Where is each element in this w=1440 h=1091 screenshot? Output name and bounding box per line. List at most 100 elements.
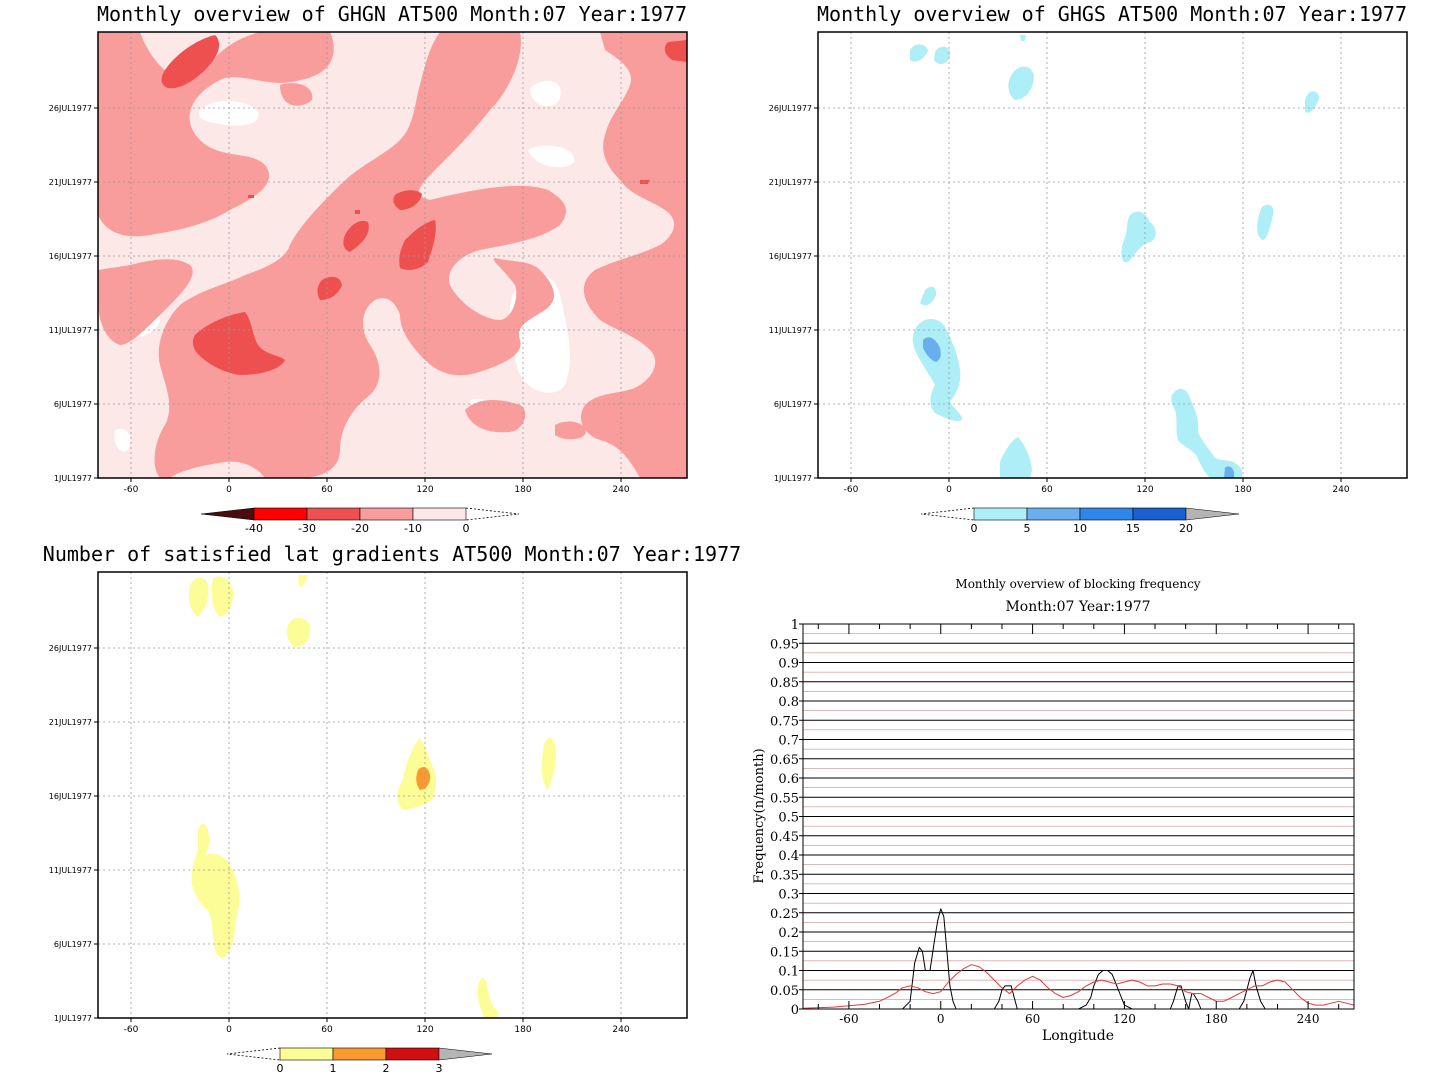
ghgn-gridlines xyxy=(98,32,687,478)
colorbar-label: 1 xyxy=(330,1062,337,1075)
colorbar-extension-low xyxy=(226,1047,281,1061)
series-line-1 xyxy=(802,964,1355,1009)
ghgs-colorbar: 0 5 10 15 20 xyxy=(920,507,1240,535)
ghgs-gridlines xyxy=(818,32,1407,478)
ghgs-frame xyxy=(817,31,1408,479)
x-tick-label: 180 xyxy=(1205,1012,1228,1026)
colorbar-swatch xyxy=(279,1047,334,1061)
lat-grad-background xyxy=(98,572,687,1018)
y-tick-label: 0.75 xyxy=(770,714,799,729)
x-tick-label: 120 xyxy=(416,485,433,495)
colorbar-swatch xyxy=(973,507,1028,521)
colorbar-swatch xyxy=(412,507,467,521)
panel-ghgn: Monthly overview of GHGN AT500 Month:07 … xyxy=(49,2,688,535)
y-tick-label: 26JUL1977 xyxy=(49,104,92,113)
panel-lat-gradients: Number of satisfied lat gradients AT500 … xyxy=(43,542,741,1075)
y-tick-label: 0.9 xyxy=(778,657,799,672)
y-tick-label: 0.85 xyxy=(770,676,799,691)
x-tick-label: 180 xyxy=(514,485,531,495)
y-tick-label: 21JUL1977 xyxy=(49,718,92,727)
colorbar-swatch xyxy=(1132,507,1187,521)
x-tick-label: 120 xyxy=(1113,1012,1136,1026)
freq-series-group xyxy=(802,908,1355,1010)
colorbar-label: 5 xyxy=(1024,522,1031,535)
colorbar-label: 2 xyxy=(383,1062,390,1075)
x-tick-label: 60 xyxy=(1025,1012,1040,1026)
colorbar-swatch xyxy=(359,507,414,521)
freq-x-axis-label: Longitude xyxy=(1042,1028,1114,1044)
lat-grad-x-axis: -60 0 60 120 180 240 xyxy=(124,1018,630,1035)
ghgn-colorbar: -40 -30 -20 -10 0 xyxy=(200,507,520,535)
ghgn-plot-area xyxy=(97,31,688,479)
panel-blocking-frequency: Monthly overview of blocking frequency M… xyxy=(752,577,1355,1044)
colorbar-label: 10 xyxy=(1073,522,1087,535)
x-tick-label: 240 xyxy=(612,485,629,495)
y-tick-label: 0.65 xyxy=(770,753,799,768)
y-tick-label: 0.7 xyxy=(778,734,799,749)
ghgs-y-axis: 1JUL1977 6JUL1977 11JUL1977 16JUL1977 21JUL1… xyxy=(769,104,818,483)
y-tick-label: 0.4 xyxy=(778,849,799,864)
freq-chart-title: Monthly overview of blocking frequency xyxy=(955,577,1200,591)
lat-grad-contour-fills xyxy=(188,575,556,1018)
ghgn-contour-fills xyxy=(98,32,687,478)
y-tick-label: 1JUL1977 xyxy=(54,474,92,483)
y-tick-label: 0.8 xyxy=(778,695,799,710)
y-tick-label: 0.2 xyxy=(778,926,799,941)
lat-grad-colorbar: 0 1 2 3 xyxy=(226,1047,493,1075)
x-tick-label: -60 xyxy=(839,1012,858,1026)
y-tick-label: 0.45 xyxy=(770,830,799,845)
x-tick-label: 240 xyxy=(1332,485,1349,495)
y-tick-label: 16JUL1977 xyxy=(769,252,812,261)
x-tick-label: -60 xyxy=(844,485,859,495)
x-tick-label: 0 xyxy=(937,1012,945,1026)
x-tick-label: 120 xyxy=(416,1025,433,1035)
lat-grad-title: Number of satisfied lat gradients AT500 … xyxy=(43,542,741,566)
x-tick-label: 60 xyxy=(1041,485,1053,495)
y-tick-label: 11JUL1977 xyxy=(49,866,92,875)
colorbar-label: -10 xyxy=(404,522,422,535)
y-tick-label: 0.95 xyxy=(770,637,799,652)
colorbar-swatch xyxy=(1026,507,1081,521)
y-tick-label: 0.35 xyxy=(770,868,799,883)
freq-y-axis: 0 0.05 0.1 0.15 0.2 0.25 0.3 0.35 0.4 0.45 0.5 0.55… xyxy=(770,618,803,1018)
series-line-0 xyxy=(803,908,1354,1010)
y-tick-label: 0.5 xyxy=(778,811,799,826)
ghgn-frame xyxy=(97,31,688,479)
y-tick-label: 16JUL1977 xyxy=(49,252,92,261)
y-tick-label: 0.3 xyxy=(778,888,799,903)
colorbar-label: 0 xyxy=(971,522,978,535)
colorbar-swatch xyxy=(385,1047,440,1061)
colorbar-extension-high xyxy=(438,1047,493,1061)
x-tick-label: 180 xyxy=(1234,485,1251,495)
freq-x-axis: -60 0 60 120 180 240 xyxy=(817,624,1340,1026)
colorbar-label: 0 xyxy=(463,522,470,535)
lat-grad-y-axis: 1JUL1977 6JUL1977 11JUL1977 16JUL1977 21JUL1… xyxy=(49,644,98,1023)
y-tick-label: 0.1 xyxy=(778,965,799,980)
y-tick-label: 1 xyxy=(791,618,799,633)
x-tick-label: 60 xyxy=(321,485,333,495)
x-tick-label: 120 xyxy=(1136,485,1153,495)
freq-y-axis-label: Frequency(n/month) xyxy=(752,748,767,883)
y-tick-label: 0.25 xyxy=(770,907,799,922)
ghgn-title: Monthly overview of GHGN AT500 Month:07 … xyxy=(97,2,687,26)
colorbar-label: 3 xyxy=(436,1062,443,1075)
y-tick-label: 6JUL1977 xyxy=(54,400,92,409)
ghgs-x-axis: -60 0 60 120 180 240 xyxy=(844,478,1350,495)
ghgs-plot-area xyxy=(817,31,1408,479)
colorbar-swatch xyxy=(1079,507,1134,521)
y-tick-label: 6JUL1977 xyxy=(54,940,92,949)
x-tick-label: 240 xyxy=(612,1025,629,1035)
x-tick-label: 0 xyxy=(226,1025,232,1035)
y-tick-label: 21JUL1977 xyxy=(769,178,812,187)
freq-chart-subtitle: Month:07 Year:1977 xyxy=(1005,599,1150,615)
x-tick-label: -60 xyxy=(124,485,139,495)
colorbar-swatch xyxy=(306,507,361,521)
colorbar-label: -40 xyxy=(245,522,263,535)
y-tick-label: 6JUL1977 xyxy=(774,400,812,409)
colorbar-label: 20 xyxy=(1179,522,1193,535)
colorbar-swatch xyxy=(332,1047,387,1061)
colorbar-label: 15 xyxy=(1126,522,1140,535)
x-tick-label: 0 xyxy=(226,485,232,495)
lat-grad-frame xyxy=(97,571,688,1019)
